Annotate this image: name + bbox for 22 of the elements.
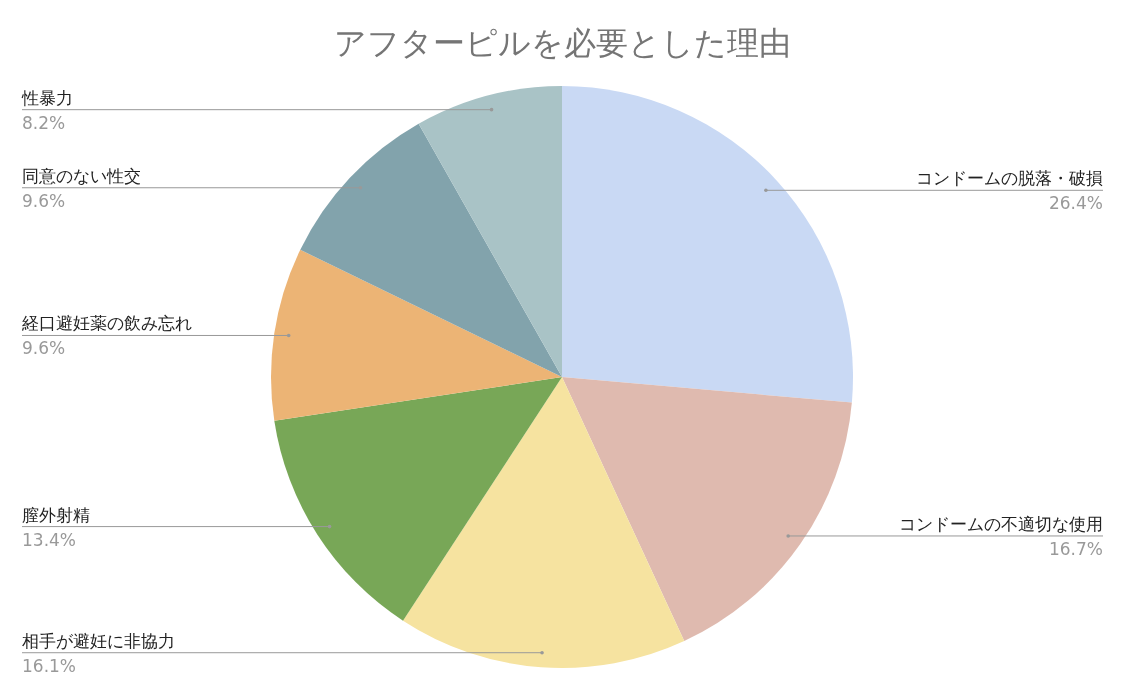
- pie-slice: [300, 123, 562, 377]
- data-label: 9.6%: [22, 338, 66, 359]
- data-label: 16.7%: [1048, 538, 1103, 559]
- pie-slice: [274, 377, 562, 621]
- pie-slice: [403, 377, 685, 668]
- pie-slice: [562, 86, 853, 403]
- slice-label: コンドームの不適切な使用: [899, 513, 1103, 534]
- pie-slice: [418, 86, 562, 377]
- slice-label: 相手が避妊に非協力: [22, 630, 175, 651]
- pie-slice: [271, 249, 562, 421]
- pie-slice: [562, 377, 852, 642]
- slice-label: 性暴力: [21, 87, 73, 108]
- data-label: 16.1%: [22, 655, 77, 676]
- slice-label: 経口避妊薬の飲み忘れ: [21, 313, 192, 334]
- slice-label: コンドームの脱落・破損: [916, 168, 1103, 189]
- data-label: 13.4%: [22, 529, 77, 550]
- chart-title: アフターピルを必要とした理由: [333, 24, 791, 62]
- data-label: 9.6%: [22, 190, 66, 211]
- slice-label: 同意のない性交: [22, 165, 141, 186]
- data-label: 26.4%: [1048, 193, 1103, 214]
- data-label: 8.2%: [22, 112, 66, 133]
- slice-label: 膣外射精: [22, 504, 90, 525]
